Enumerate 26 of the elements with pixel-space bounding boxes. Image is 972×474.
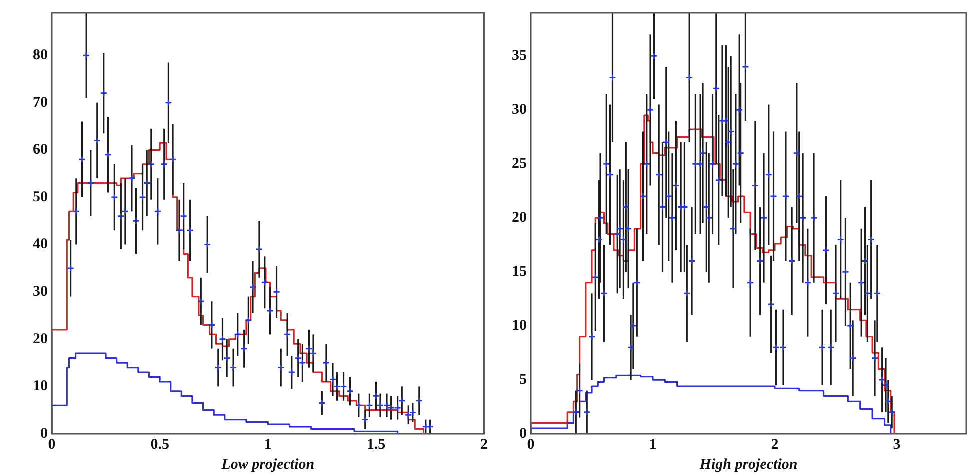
x-axis-title: Low projection	[220, 456, 315, 473]
y-tick-label: 15	[512, 264, 527, 280]
x-tick-label: 2	[480, 436, 488, 453]
y-tick-label: 70	[33, 94, 48, 111]
x-tick-label: 0.5	[150, 436, 170, 453]
y-tick-label: 10	[512, 318, 527, 334]
y-tick-label: 30	[512, 102, 527, 118]
y-tick-label: 40	[33, 236, 48, 253]
y-tick-label: 35	[512, 48, 527, 64]
x-axis-title: High projection	[698, 456, 798, 473]
x-tick-label: 2	[771, 436, 779, 453]
y-tick-label: 10	[33, 378, 48, 395]
y-tick-label: 80	[33, 47, 48, 64]
y-tick-label: 0	[40, 426, 48, 442]
y-tick-label: 20	[33, 331, 48, 348]
x-tick-label: 1	[264, 436, 272, 453]
y-tick-label: 5	[520, 372, 527, 388]
y-tick-label: 60	[33, 142, 48, 158]
y-tick-label: 25	[512, 156, 527, 172]
y-tick-label: 50	[33, 189, 48, 206]
x-tick-label: 1	[649, 436, 657, 453]
y-tick-label: 20	[512, 210, 527, 226]
x-tick-label: 1.5	[366, 436, 386, 453]
y-tick-label: 0	[520, 426, 527, 442]
y-tick-label: 30	[33, 284, 48, 300]
x-tick-label: 3	[893, 436, 901, 453]
